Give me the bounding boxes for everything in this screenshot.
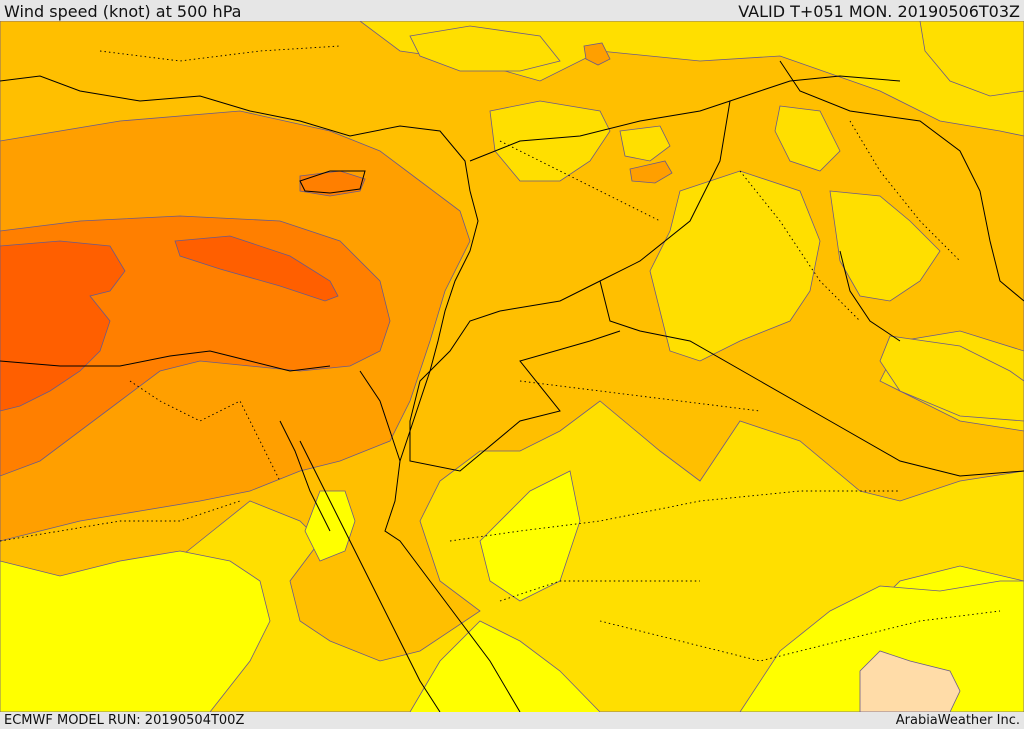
map-footer: ECMWF MODEL RUN: 20190504T00Z ArabiaWeat… xyxy=(0,712,1024,729)
coast-gulf-of-suez xyxy=(279,420,331,532)
band-max-west xyxy=(0,240,126,412)
admin-syria xyxy=(499,140,661,222)
band-low-island-top xyxy=(409,25,561,72)
band-low-island-zagros xyxy=(829,190,941,302)
credit: ArabiaWeather Inc. xyxy=(895,713,1020,728)
border-turkey-syria xyxy=(469,75,901,162)
map-header: Wind speed (knot) at 500 hPa VALID T+051… xyxy=(0,0,1024,21)
map-title: Wind speed (knot) at 500 hPa xyxy=(4,2,242,21)
coast-red-sea-east xyxy=(384,460,521,712)
wind-speed-map-canvas xyxy=(0,21,1024,712)
border-iraq-saudi xyxy=(599,280,1024,477)
coast-levant xyxy=(399,190,479,462)
band-lowest-arabia xyxy=(479,470,581,602)
border-syria-iraq xyxy=(499,100,731,312)
band-max-central xyxy=(174,235,339,302)
coastlines xyxy=(0,75,901,712)
coast-persian-gulf xyxy=(839,250,901,342)
band-high-syria xyxy=(629,160,673,184)
border-iran-iraq xyxy=(779,60,1024,302)
band-calm xyxy=(859,650,961,712)
admin-saudi-2 xyxy=(449,490,900,542)
band-high-turkey xyxy=(583,42,611,66)
band-low-island-iraq xyxy=(649,170,821,362)
admin-egypt-2 xyxy=(0,500,241,542)
band-low-island-syria xyxy=(619,125,671,162)
band-lowest-south-west xyxy=(0,550,271,712)
band-low-island-north xyxy=(489,100,611,182)
coast-turkey-south xyxy=(0,75,471,192)
admin-arabia-south xyxy=(599,610,1001,662)
admin-iraq xyxy=(739,170,861,322)
admin-saudi-3 xyxy=(499,580,700,602)
valid-time: VALID T+051 MON. 20190506T03Z xyxy=(738,2,1020,21)
country-borders xyxy=(359,60,1024,477)
wind-speed-map xyxy=(0,21,1024,712)
band-lowest-sinai xyxy=(304,490,356,562)
admin-iran-1 xyxy=(849,120,961,262)
band-low-island-iran xyxy=(774,105,841,172)
border-egypt-sudan-approx xyxy=(359,370,401,462)
band-low-island-gulf xyxy=(879,335,1024,422)
border-jordan-saudi xyxy=(409,310,621,472)
coast-red-sea-west xyxy=(299,440,441,712)
coast-egypt-north xyxy=(0,350,331,372)
coast-cyprus xyxy=(299,170,366,194)
model-run: ECMWF MODEL RUN: 20190504T00Z xyxy=(4,713,245,728)
admin-boundaries xyxy=(0,45,1001,662)
band-low-island-ne xyxy=(919,21,1024,97)
